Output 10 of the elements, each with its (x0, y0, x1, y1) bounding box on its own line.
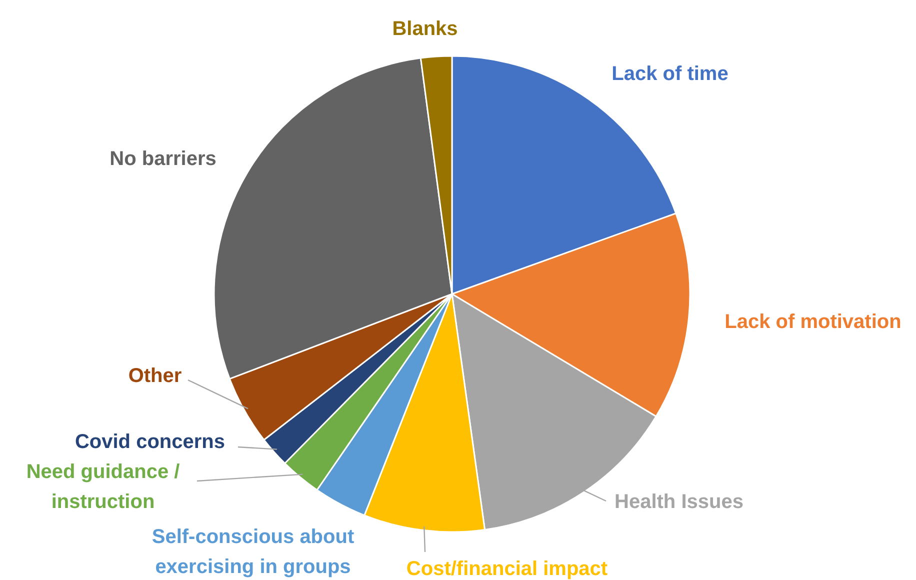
slice-label: Self-conscious about exercising in groups (152, 526, 354, 578)
slice-label: Lack of time (612, 63, 728, 85)
slice-label: Other (128, 365, 182, 387)
slice-label: Covid concerns (74, 431, 226, 453)
slice-label: No barriers (110, 148, 216, 170)
slice-label: Cost/financial impact (406, 558, 608, 580)
slice-label: Need guidance / instruction (26, 461, 180, 513)
slice-label: Health Issues (614, 491, 744, 513)
slice-label: Blanks (392, 18, 458, 40)
slice-label: Lack of motivation (724, 311, 902, 333)
